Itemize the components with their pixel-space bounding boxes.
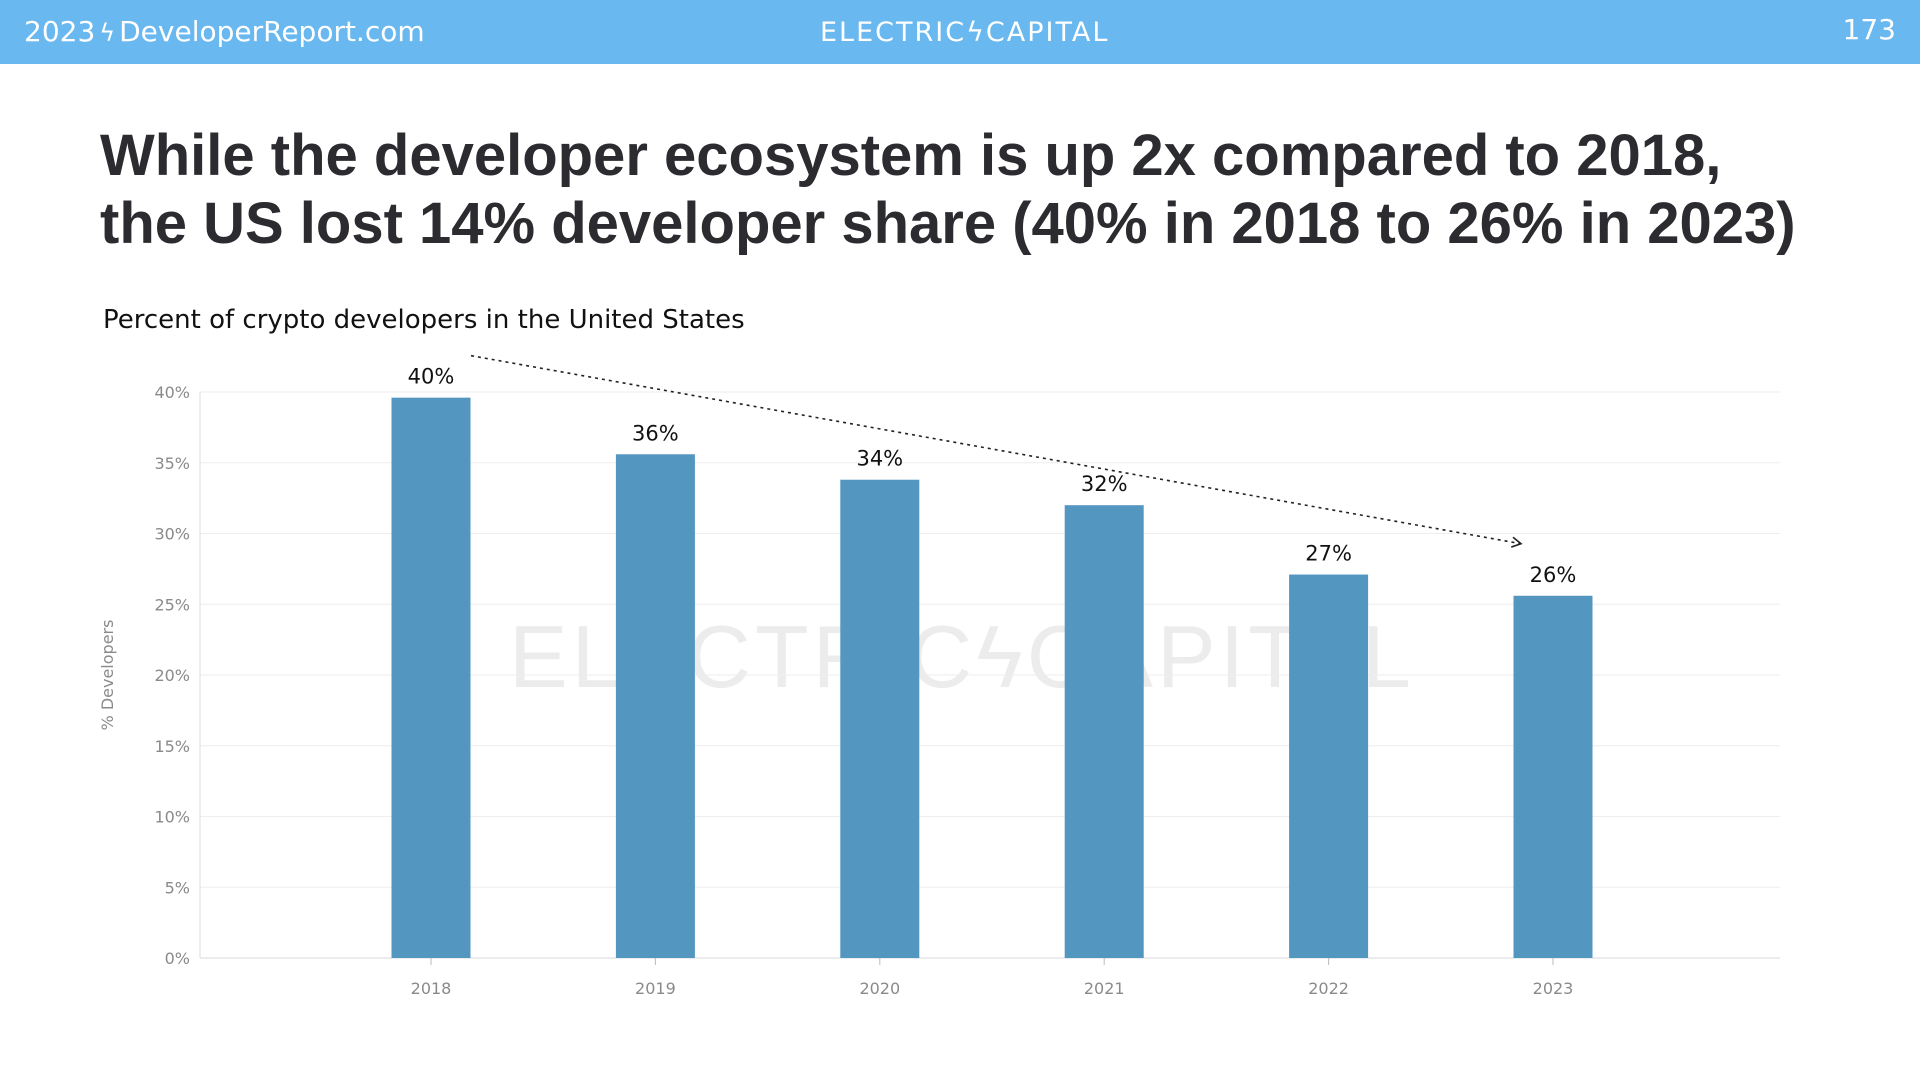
brand-logo: ELECTRICϟCAPITAL — [820, 17, 1110, 48]
data-label: 36% — [632, 421, 679, 445]
x-tick-label: 2023 — [1533, 979, 1574, 998]
bar — [615, 454, 695, 958]
data-labels: 40% 36% 34% 32% 27% 26% — [408, 365, 1577, 587]
site-year: 2023 — [24, 15, 96, 48]
headline-line-2: the US lost 14% developer share (40% in … — [100, 191, 1796, 256]
y-tick-label: 10% — [154, 808, 190, 827]
bar — [391, 397, 471, 958]
bars — [391, 397, 1593, 958]
bar — [1513, 595, 1593, 958]
header-bar: 2023 ϟ DeveloperReport.com ELECTRICϟCAPITA… — [0, 0, 1920, 64]
data-label: 32% — [1081, 472, 1128, 496]
data-label: 27% — [1305, 542, 1352, 566]
page-number: 173 — [1842, 13, 1896, 46]
x-tick-label: 2021 — [1084, 979, 1125, 998]
y-tick-label: 20% — [154, 666, 190, 685]
y-tick-label: 30% — [154, 525, 190, 544]
bar — [1289, 574, 1369, 958]
y-tick-label: 15% — [154, 737, 190, 756]
y-tick-label: 0% — [165, 949, 190, 968]
data-label: 34% — [856, 447, 903, 471]
x-tick-label: 2018 — [411, 979, 452, 998]
y-axis-ticks: 0% 5% 10% 15% 20% 25% 30% 35% 40% — [154, 383, 190, 968]
x-tick-label: 2022 — [1308, 979, 1349, 998]
data-label: 40% — [408, 365, 455, 389]
x-tick-label: 2019 — [635, 979, 676, 998]
site-name: DeveloperReport.com — [119, 15, 425, 48]
page-title: While the developer ecosystem is up 2x c… — [100, 122, 1860, 258]
y-tick-label: 5% — [165, 878, 190, 897]
x-axis-ticks: 2018 2019 2020 2021 2022 2023 — [411, 958, 1574, 998]
chart-title: Percent of crypto developers in the Unit… — [103, 305, 745, 335]
y-tick-label: 25% — [154, 595, 190, 614]
bar — [840, 479, 920, 958]
headline-line-1: While the developer ecosystem is up 2x c… — [100, 123, 1722, 188]
lightning-bolt-icon: ϟ — [99, 19, 116, 47]
y-tick-label: 35% — [154, 454, 190, 473]
data-label: 26% — [1530, 563, 1577, 587]
x-tick-label: 2020 — [859, 979, 900, 998]
site-link[interactable]: 2023 ϟ DeveloperReport.com — [24, 12, 425, 53]
y-axis-label: % Developers — [98, 620, 117, 731]
trend-arrow — [470, 354, 1523, 548]
bar — [1064, 505, 1144, 958]
y-tick-label: 40% — [154, 383, 190, 402]
